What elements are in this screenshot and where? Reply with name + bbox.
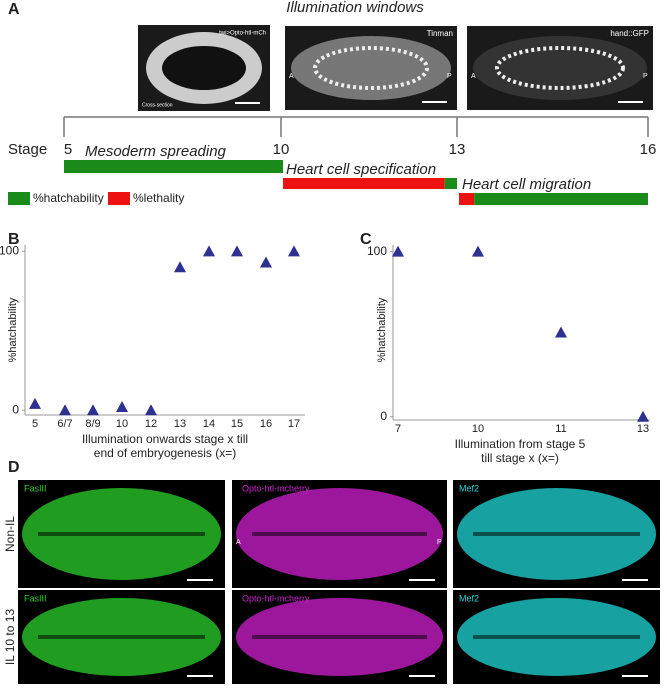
marker	[288, 245, 300, 257]
image-sublabel: Cross-section	[142, 102, 173, 108]
cells	[313, 46, 429, 90]
legend-label: %lethality	[133, 191, 184, 205]
marker	[392, 245, 404, 257]
y-tick-label: 100	[367, 244, 387, 258]
axis-title: %hatchability	[376, 297, 388, 362]
marker	[203, 245, 215, 257]
x-tick-label: 10	[472, 423, 484, 435]
axis-title: Stage	[8, 141, 47, 158]
tick-label: 13	[449, 141, 466, 158]
panel-letter: D	[8, 459, 20, 476]
window-segment	[283, 178, 445, 189]
tick-label: 10	[273, 141, 290, 158]
x-tick-label: 12	[145, 418, 157, 430]
y-tick-label: 0	[12, 402, 19, 416]
x-tick-label: 6/7	[57, 418, 72, 430]
marker	[637, 410, 649, 422]
y-tick-label: 0	[380, 409, 387, 423]
marker	[472, 245, 484, 257]
x-tick-label: 7	[395, 423, 401, 435]
axis-title: till stage x (x=)	[481, 451, 559, 465]
axis-title: Illumination from stage 5	[455, 437, 586, 451]
axis-title: %hatchability	[7, 297, 19, 362]
panel-letter: B	[8, 231, 20, 248]
window-segment	[64, 160, 283, 173]
marker	[29, 397, 41, 409]
window-label: Heart cell specification	[286, 161, 436, 178]
axis-letter: A	[236, 539, 241, 546]
x-tick-label: 14	[203, 418, 215, 430]
marker	[145, 404, 157, 416]
cells	[495, 46, 625, 90]
image-label: Mef2	[459, 593, 479, 603]
window-label: Heart cell migration	[462, 176, 591, 193]
x-tick-label: 17	[288, 418, 300, 430]
x-tick-label: 8/9	[85, 418, 100, 430]
marker	[555, 326, 567, 338]
axis-title: Illumination onwards stage x till	[82, 432, 248, 446]
marker	[59, 404, 71, 416]
axis-letter: P	[447, 73, 452, 80]
axis-letter: A	[289, 73, 294, 80]
x-tick-label: 13	[174, 418, 186, 430]
marker	[174, 261, 186, 273]
x-tick-label: 11	[555, 423, 566, 435]
image-label: FasIII	[24, 593, 47, 603]
legend-swatch	[8, 192, 30, 205]
axis-letter: P	[437, 539, 442, 546]
window-label: Mesoderm spreading	[85, 143, 227, 160]
tick-label: 16	[640, 141, 657, 158]
tick-label: 5	[64, 141, 72, 158]
image-label: Mef2	[459, 483, 479, 493]
marker	[87, 404, 99, 416]
panel-title: Illumination windows	[286, 0, 424, 16]
panel-letter: C	[360, 231, 372, 248]
axis-letter: P	[643, 73, 648, 80]
axis-title: end of embryogenesis (x=)	[94, 446, 236, 460]
embryo	[473, 36, 647, 100]
row-label: IL 10 to 13	[3, 609, 17, 666]
marker	[116, 401, 128, 413]
x-tick-label: 5	[32, 418, 38, 430]
marker	[231, 245, 243, 257]
axis-letter: A	[471, 73, 476, 80]
y-tick-label: 100	[0, 244, 19, 258]
lumen	[162, 46, 246, 90]
window-segment	[444, 178, 457, 189]
image-label: Opto-htl-mcherry	[242, 593, 310, 603]
x-tick-label: 13	[637, 423, 649, 435]
image-label: Tinman	[427, 29, 453, 38]
x-tick-label: 16	[260, 418, 272, 430]
image-label: hand::GFP	[610, 29, 649, 38]
x-tick-label: 15	[231, 418, 243, 430]
row-label: Non-IL	[3, 516, 17, 552]
legend-swatch	[108, 192, 130, 205]
image-label: Opto-htl-mcherry	[242, 483, 310, 493]
legend-label: %hatchability	[33, 191, 104, 205]
window-segment	[459, 193, 475, 205]
panel-letter: A	[8, 1, 20, 18]
window-segment	[474, 193, 648, 205]
image-label: FasIII	[24, 483, 47, 493]
marker	[260, 256, 272, 268]
image-label: twi>Opto-htl-mCh	[219, 31, 266, 37]
x-tick-label: 10	[116, 418, 128, 430]
